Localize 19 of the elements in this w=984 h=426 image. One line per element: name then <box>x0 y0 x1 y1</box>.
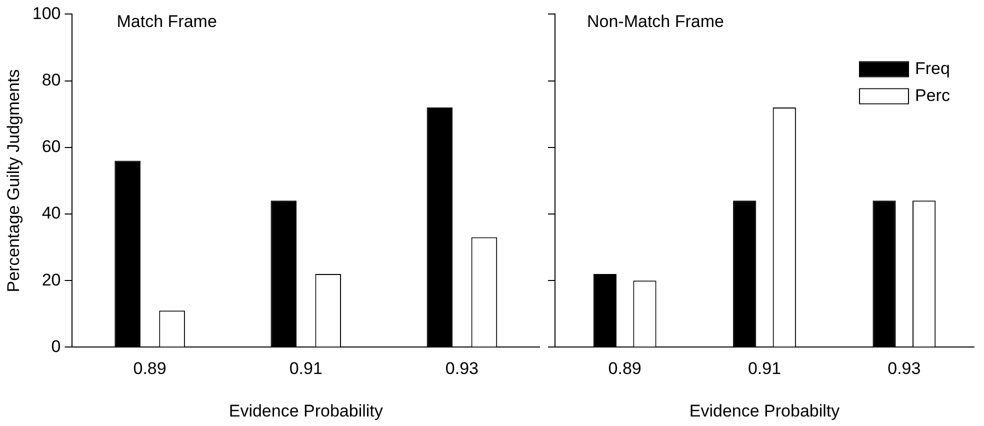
x-tick-label: 0.91 <box>289 359 322 378</box>
y-tick-label: 40 <box>42 204 61 223</box>
x-tick-label: 0.93 <box>888 359 921 378</box>
chart-title: Non-Match Frame <box>587 12 724 31</box>
x-tick-label: 0.89 <box>133 359 166 378</box>
y-tick-label: 20 <box>42 270 61 290</box>
x-tick-label: 0.93 <box>445 359 479 378</box>
x-axis-title: Evidence Probability <box>228 401 384 420</box>
y-axis-title: Percentage Guilty Judgments <box>4 69 23 292</box>
y-tick-label: 60 <box>42 137 61 156</box>
x-tick-label: 0.89 <box>608 359 642 378</box>
chart-title: Match Frame <box>116 12 217 31</box>
x-axis-title: Evidence Probabilty <box>689 401 840 420</box>
x-tick-label: 0.91 <box>748 359 782 378</box>
y-tick-label: 100 <box>32 4 61 23</box>
y-tick-label: 0 <box>51 336 61 356</box>
y-tick-label: 80 <box>42 70 61 90</box>
legend-label: Perc <box>915 86 950 105</box>
legend-label: Freq <box>915 58 950 78</box>
